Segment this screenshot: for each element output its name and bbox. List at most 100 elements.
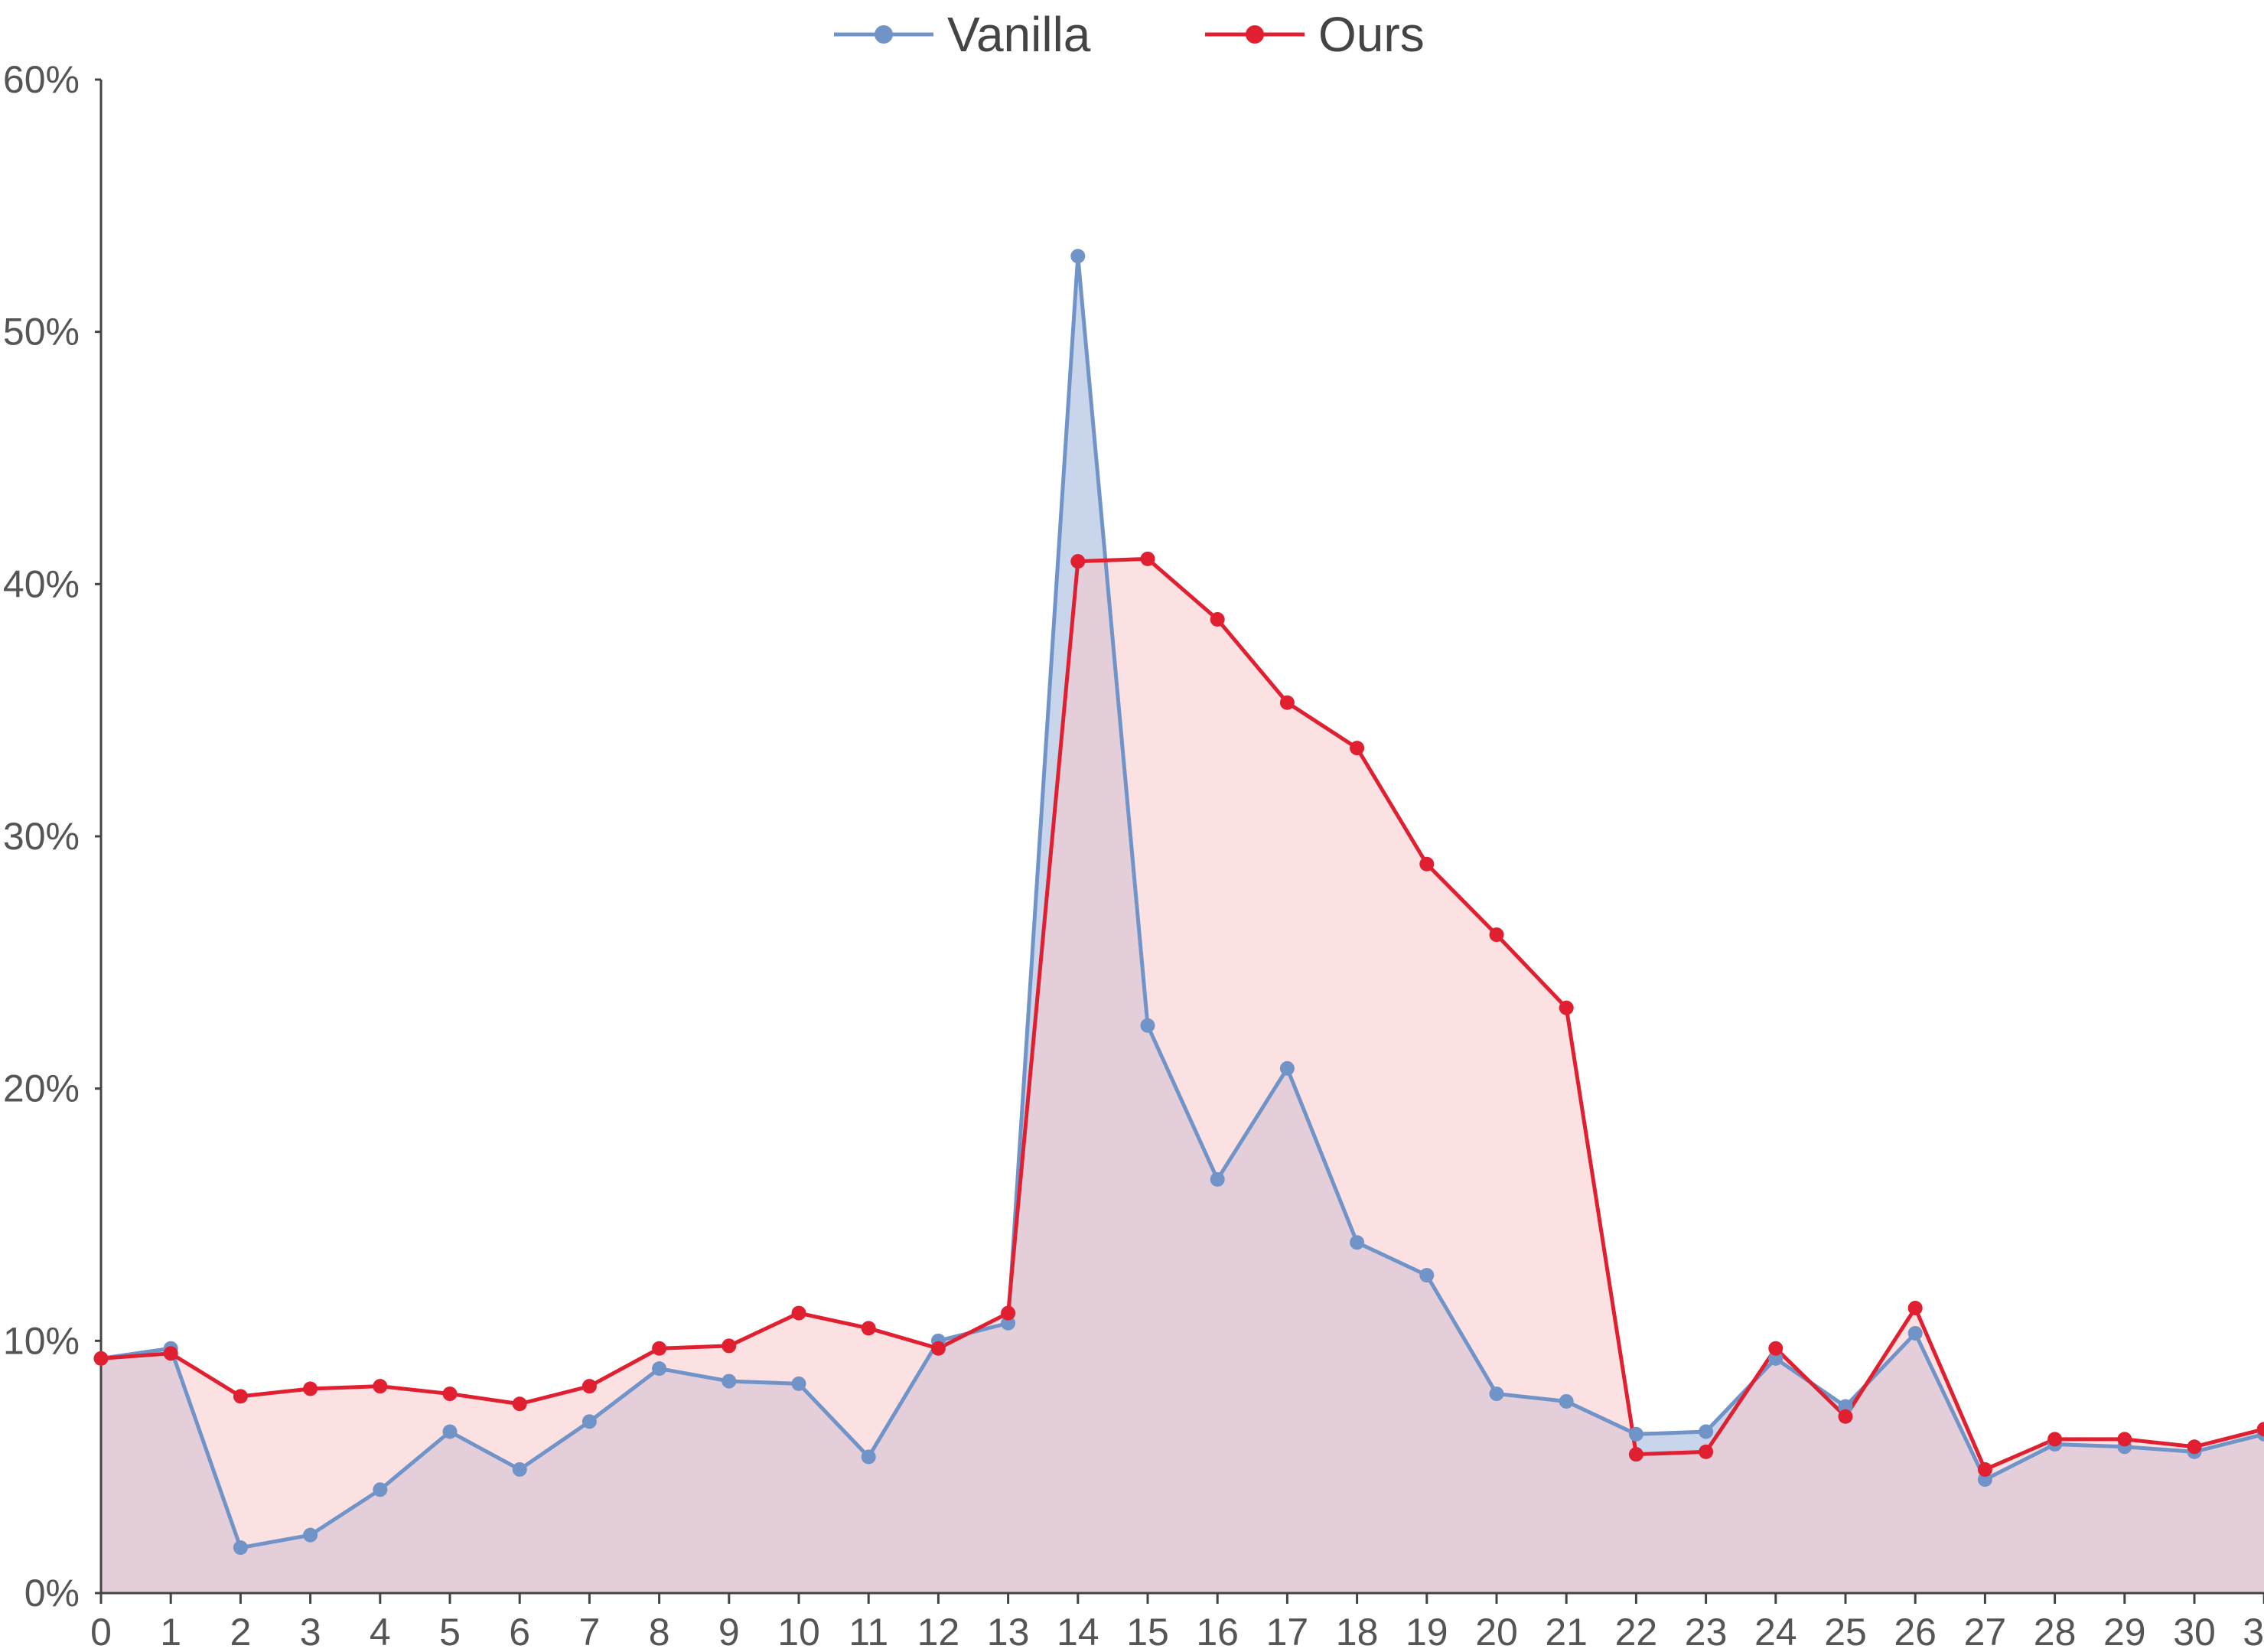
data-point [163, 1346, 178, 1361]
x-tick-label: 29 [2103, 1611, 2146, 1652]
x-tick-label: 21 [1545, 1611, 1588, 1652]
data-point [652, 1361, 667, 1377]
x-tick-label: 24 [1754, 1611, 1797, 1652]
x-tick-label: 30 [2173, 1611, 2216, 1652]
data-point [1279, 1061, 1295, 1076]
data-point [1838, 1399, 1853, 1414]
data-point [2047, 1432, 2063, 1447]
data-point [1768, 1351, 1784, 1366]
x-tick-label: 2 [230, 1611, 251, 1652]
data-point [1838, 1409, 1853, 1424]
legend-item-ours: Ours [1205, 7, 1425, 62]
data-point [1419, 1268, 1435, 1283]
x-tick-label: 22 [1615, 1611, 1658, 1652]
x-tick-label: 17 [1266, 1611, 1309, 1652]
series-points [93, 249, 2264, 1556]
data-point [791, 1305, 806, 1321]
x-tick-label: 19 [1406, 1611, 1448, 1652]
data-point [722, 1373, 737, 1389]
data-point [1977, 1461, 1992, 1477]
x-tick-label: 20 [1475, 1611, 1518, 1652]
legend-marker [875, 25, 893, 44]
line-vanilla [100, 254, 2264, 1550]
data-point [1699, 1424, 1714, 1439]
data-point [442, 1424, 458, 1439]
data-point [442, 1386, 458, 1402]
data-point [373, 1379, 388, 1394]
x-tick-label: 25 [1824, 1611, 1867, 1652]
x-tick-label: 12 [917, 1611, 960, 1652]
legend-label: Ours [1318, 7, 1425, 62]
data-point [1140, 1018, 1155, 1033]
x-tick-label: 8 [649, 1611, 670, 1652]
data-point [1628, 1447, 1643, 1462]
y-tick-label: 60% [3, 58, 80, 101]
data-point [2256, 1422, 2264, 1437]
y-axis-ticks: 0% 10% 20% 30% 40% 50% 60% [3, 58, 101, 1615]
data-point [1489, 927, 1504, 943]
x-tick-label: 13 [987, 1611, 1030, 1652]
legend-item-vanilla: Vanilla [834, 7, 1091, 62]
x-tick-label: 26 [1894, 1611, 1937, 1652]
data-point [1768, 1341, 1784, 1356]
data-point [1628, 1426, 1643, 1442]
y-tick-label: 10% [3, 1319, 80, 1362]
legend-marker [1246, 25, 1264, 44]
y-tick-label: 50% [3, 311, 80, 354]
data-point [1140, 551, 1155, 566]
data-point [1279, 695, 1295, 710]
data-point [1210, 1171, 1225, 1187]
data-point [1210, 611, 1225, 627]
data-point [652, 1341, 667, 1356]
axes: 0%10%20%30%40%50%60% 0 1 2 3 4 5 6 7 8 9 10 11 12 13 1… [3, 58, 2264, 1652]
x-tick-label: 1 [160, 1611, 181, 1652]
data-point [1489, 1386, 1504, 1402]
data-point [512, 1396, 527, 1412]
data-point [861, 1449, 876, 1465]
data-point [930, 1341, 946, 1356]
data-point [1559, 1000, 1574, 1015]
y-tick-label: 20% [3, 1067, 80, 1110]
data-point [1070, 249, 1086, 264]
data-point [1907, 1325, 1923, 1341]
x-tick-label: 16 [1196, 1611, 1239, 1652]
area-ours [101, 559, 2264, 1593]
data-point [2117, 1432, 2132, 1447]
data-point [233, 1540, 248, 1556]
x-axis-ticks: 0 1 2 3 4 5 6 7 8 9 10 11 12 13 14 15 16 17 18 19 20 21 22 23 24… [90, 1593, 2264, 1652]
x-tick-label: 0 [90, 1611, 112, 1652]
x-tick-label: 6 [509, 1611, 530, 1652]
x-tick-label: 31 [2243, 1611, 2264, 1652]
series-areas [101, 256, 2264, 1593]
y-tick-label: 30% [3, 815, 80, 858]
x-tick-label: 28 [2034, 1611, 2077, 1652]
x-tick-label: 27 [1964, 1611, 2007, 1652]
x-tick-label: 4 [370, 1611, 391, 1652]
data-point [512, 1461, 527, 1477]
x-tick-label: 10 [777, 1611, 820, 1652]
data-point [373, 1482, 388, 1497]
x-tick-label: 9 [718, 1611, 740, 1652]
data-point [1070, 554, 1086, 569]
data-point [303, 1381, 318, 1396]
data-point [1559, 1393, 1574, 1409]
y-tick-label: 40% [3, 562, 80, 605]
data-point [233, 1389, 248, 1404]
data-point [861, 1321, 876, 1336]
data-point [93, 1351, 109, 1366]
legend-label: Vanilla [947, 7, 1091, 62]
data-point [2187, 1439, 2202, 1455]
points-ours [93, 551, 2264, 1477]
data-point [1419, 856, 1435, 872]
x-tick-label: 23 [1685, 1611, 1728, 1652]
data-point [1001, 1305, 1016, 1321]
line-ours [100, 556, 2264, 1471]
x-tick-label: 11 [849, 1611, 888, 1652]
x-tick-label: 15 [1126, 1611, 1169, 1652]
x-tick-label: 18 [1336, 1611, 1379, 1652]
data-point [1350, 1235, 1365, 1250]
data-point [791, 1376, 806, 1391]
y-tick-label: 0% [24, 1572, 80, 1615]
